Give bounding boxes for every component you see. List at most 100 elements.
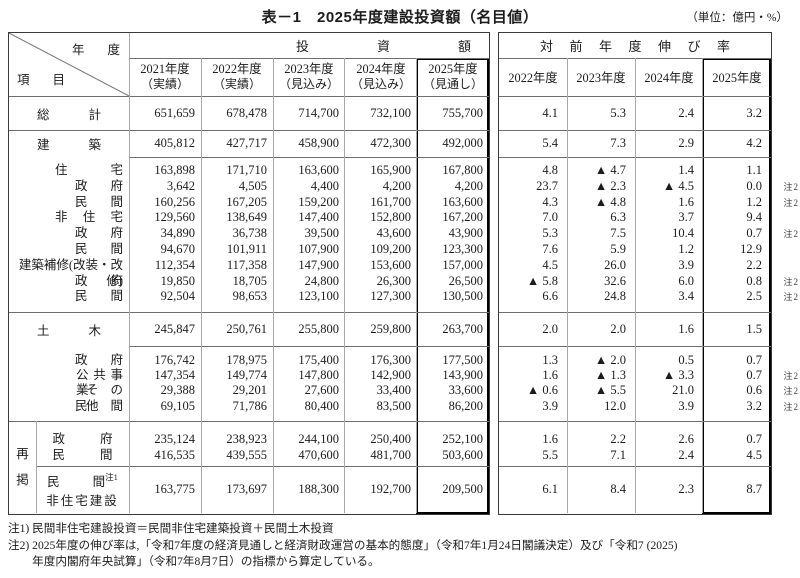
value-text: 2.4	[678, 447, 694, 462]
value-cell: 153,600	[345, 258, 417, 274]
value-text: 0.7	[746, 353, 762, 367]
value-text: 163,600	[442, 194, 483, 209]
value-text: 71,786	[232, 398, 267, 413]
value-text: 147,400	[298, 210, 339, 225]
value-text: 481,700	[370, 447, 411, 462]
value-cell: 2.2	[567, 432, 635, 448]
value-text: 5.3	[542, 226, 558, 241]
value-text: 0.6	[746, 383, 762, 398]
value-cell: 4.3	[499, 195, 567, 211]
value-cell: 27,600	[273, 383, 345, 398]
value-text: 245,847	[154, 321, 195, 336]
value-cell: 149,774	[201, 368, 273, 383]
value-cell: 1.2 注2	[703, 195, 798, 211]
value-cell: 80,400	[273, 399, 345, 414]
value-cell: 21.0	[635, 383, 703, 398]
detail-row: 3.9 12.0 3.9 3.2 注2	[499, 398, 798, 414]
value-text: 23.7	[536, 178, 558, 193]
value-cell: 416,535	[129, 448, 201, 464]
value-cell: 3.7	[635, 210, 703, 226]
summary-row: 建築 405,812 427,717 458,900 472,300 492,000	[9, 130, 489, 157]
value-text: 129,560	[154, 210, 195, 225]
value-text: ▲ 3.3	[662, 368, 694, 383]
value-cell: 1.1	[703, 163, 771, 179]
value-text: 0.0	[746, 178, 762, 193]
value-text: 732,100	[370, 105, 411, 120]
footnote-2-line2: 年度内閣府年央試算」（令和7年8月7日）の指標から算定している。	[32, 555, 380, 568]
row-label: 建築補修(改装・改修)	[9, 258, 129, 288]
value-cell: 142,900	[345, 368, 417, 383]
value-text: 470,600	[298, 447, 339, 462]
value-text: 188,300	[298, 482, 339, 496]
value-cell: 8.7	[703, 466, 771, 513]
value-cell: 0.6 注2	[703, 383, 798, 398]
row-label-text: 民間	[75, 241, 123, 256]
footnote-1: 注1) 民間非住宅建設投資＝民間非住宅建築投資＋民間土木投資	[8, 522, 334, 535]
footnotes: 注1) 民間非住宅建設投資＝民間非住宅建築投資＋民間土木投資 注2) 2025年…	[8, 521, 798, 571]
value-text: 5.3	[610, 105, 626, 120]
row-label: 政府	[9, 432, 129, 448]
value-text: 4,505	[238, 178, 267, 193]
value-text: 714,700	[298, 105, 339, 120]
value-cell: 171,710	[201, 163, 273, 179]
value-cell: 0.7	[703, 353, 771, 368]
value-text: 34,890	[160, 226, 195, 241]
value-text: 83,500	[376, 398, 411, 413]
value-cell: 0.8 注2	[703, 274, 798, 290]
value-text: 8.4	[610, 482, 626, 496]
value-text: 24,800	[304, 273, 339, 288]
value-text: 12.9	[740, 241, 762, 256]
value-text: 1.6	[542, 432, 558, 446]
value-cell: 3.9	[499, 399, 567, 414]
value-text: 4,200	[382, 178, 411, 193]
row-label: 政府	[9, 179, 129, 195]
note-ref: 注2	[783, 276, 799, 287]
footnote-2-line1: 2025年度の伸び率は,「令和7年度の経済見通しと経済財政運営の基本的態度」（令…	[32, 538, 678, 552]
value-cell: 714,700	[273, 96, 345, 130]
value-text: 3.2	[746, 398, 762, 413]
growth-year-header-row: 2022年度 2023年度 2024年度 2025年度	[499, 58, 771, 96]
value-cell: 7.3	[567, 130, 635, 157]
note-ref: 注2	[783, 181, 799, 192]
value-text: ▲ 5.8	[526, 273, 558, 288]
value-cell: 143,900	[417, 368, 489, 383]
value-text: 24.8	[604, 289, 626, 304]
value-cell: 24,800	[273, 274, 345, 290]
value-cell: 5.3	[567, 96, 635, 130]
value-cell: 0.5	[635, 353, 703, 368]
value-cell: 36,738	[201, 226, 273, 242]
value-cell: ▲ 4.7	[567, 163, 635, 179]
value-text: 92,504	[160, 289, 195, 304]
row-label: 民間注1 非住宅建設	[9, 466, 129, 513]
value-text: 18,705	[232, 273, 267, 288]
value-cell: 1.6	[635, 312, 703, 346]
value-cell: 161,700	[345, 195, 417, 211]
value-cell: 112,354	[129, 258, 201, 274]
growth-year-header: 2022年度	[508, 71, 558, 85]
value-text: ▲ 0.6	[526, 383, 558, 398]
amount-year-header-row: 2021年度 （実績） 2022年度 （実績） 2023年度 （見込み） 2024年度 （見込…	[9, 58, 489, 96]
value-cell: 3.2 注2	[703, 398, 798, 414]
value-text: 2.2	[746, 257, 762, 272]
value-text: 39,500	[304, 226, 339, 241]
row-label-text: その他	[86, 383, 123, 413]
value-text: 3.9	[678, 257, 694, 272]
detail-row: 1.3 ▲ 2.0 0.5 0.7	[499, 353, 771, 368]
value-cell: 176,742	[129, 353, 201, 368]
detail-row: 民間 160,256 167,205 159,200 161,700 163,600	[9, 195, 489, 211]
value-cell: 129,560	[129, 210, 201, 226]
value-text: 472,300	[370, 136, 411, 150]
row-label-text: 政府	[52, 432, 113, 446]
value-cell: 167,205	[201, 195, 273, 211]
note-ref: 注2	[783, 386, 799, 397]
value-cell: 7.0	[499, 210, 567, 226]
note-ref: 注2	[783, 292, 799, 303]
value-cell: 7.6	[499, 242, 567, 258]
value-cell: 4.2	[703, 130, 771, 157]
value-text: 458,900	[298, 136, 339, 150]
value-cell: 152,800	[345, 210, 417, 226]
amount-year-header: 2025年度 （見通し）	[417, 58, 489, 96]
value-cell: 3.4	[635, 289, 703, 305]
year-text: 2023年度	[284, 62, 334, 76]
value-cell: 2.2	[703, 258, 771, 274]
